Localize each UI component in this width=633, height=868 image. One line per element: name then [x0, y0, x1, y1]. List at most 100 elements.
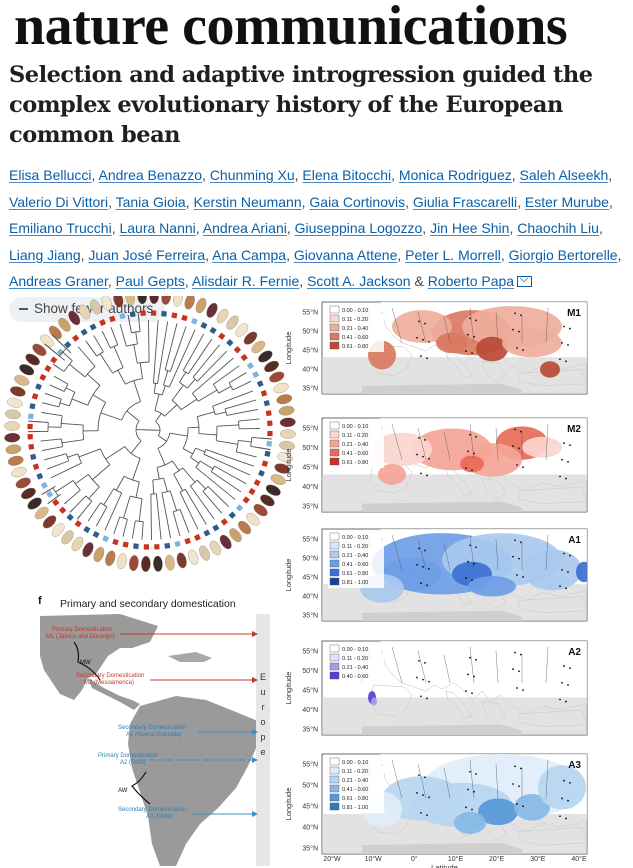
author-link[interactable]: Saleh Alseekh	[519, 167, 609, 183]
tree-leaf-branch	[76, 514, 81, 520]
group-marker	[27, 423, 33, 430]
author-link[interactable]: Juan José Ferreira	[88, 246, 206, 263]
bean-seed	[235, 323, 249, 337]
lat-tick-label: 50°N	[302, 667, 318, 675]
author-link[interactable]: Ana Campa	[212, 246, 287, 263]
legend-label: 0.21 - 0.40	[342, 442, 368, 448]
author-link[interactable]: Tania Gioia	[115, 193, 186, 210]
author-link[interactable]: Alisdair R. Fernie	[191, 273, 300, 289]
tree-branch	[152, 479, 155, 494]
map-content	[322, 754, 587, 854]
tree-branch	[87, 342, 98, 357]
author-link[interactable]: Roberto Papa	[427, 273, 515, 289]
ancestry-patch	[372, 432, 432, 467]
tree-leaf-branch	[28, 420, 41, 423]
sample-point	[428, 457, 430, 460]
author-link[interactable]: Gaia Cortinovis	[309, 193, 406, 210]
bean-seed	[5, 409, 21, 420]
bean-seed	[176, 552, 187, 569]
sea-shade	[322, 697, 587, 735]
tree-leaf-branch	[119, 324, 124, 335]
admixture-map-a3: 0.00 - 0.10 0.11 - 0.20 0.21 - 0.40 0.41 - …	[284, 753, 588, 855]
author-link[interactable]: Giorgio Bertorelle	[508, 246, 618, 263]
ancestry-patch	[392, 310, 452, 343]
sample-point	[467, 333, 469, 336]
country-border	[391, 534, 403, 570]
tree-branch	[78, 448, 101, 458]
tree-leaf-branch	[122, 532, 125, 537]
country-border	[391, 759, 403, 799]
tree-branch	[92, 394, 107, 404]
author-link[interactable]: Elena Bitocchi	[302, 167, 392, 183]
sample-point	[471, 579, 473, 582]
sample-point	[469, 433, 471, 436]
tree-branch	[154, 394, 160, 411]
author-link[interactable]: Chaochih Liu	[517, 220, 599, 236]
author-link[interactable]: Giovanna Attene	[293, 246, 398, 263]
group-marker	[129, 311, 136, 318]
tree-branch	[65, 387, 76, 393]
sample-point	[520, 430, 522, 433]
author-link[interactable]: Giulia Frascarelli	[412, 193, 518, 210]
author-link[interactable]: Emiliano Trucchi	[9, 220, 112, 236]
author-link[interactable]: Andrea Benazzo	[98, 167, 203, 183]
bean-seed	[264, 360, 279, 373]
tree-branch	[61, 423, 84, 426]
tree-arc	[210, 465, 215, 472]
sample-point	[416, 453, 418, 456]
sample-point	[567, 799, 569, 802]
author-link[interactable]: Monica Rodriguez	[398, 167, 512, 183]
bean-seed	[58, 317, 71, 332]
tree-branch	[189, 485, 198, 496]
author-link[interactable]: Ester Murube	[524, 193, 609, 210]
author-link[interactable]: Andreas Graner	[9, 273, 108, 289]
author-link[interactable]: Elisa Bellucci	[9, 167, 92, 183]
tree-branch	[171, 384, 184, 401]
group-marker	[74, 520, 82, 528]
tree-branch	[139, 362, 143, 379]
lon-tick-label: 10°W	[365, 855, 383, 863]
author-link[interactable]: Paul Gepts	[115, 273, 185, 289]
sample-point	[522, 805, 524, 808]
bean-seed	[78, 304, 91, 320]
country-border	[545, 534, 549, 570]
author-link[interactable]: Giuseppina Logozzo	[294, 220, 423, 236]
legend-label: 0.00 - 0.10	[342, 760, 368, 766]
group-marker	[203, 529, 211, 537]
tree-branch	[216, 440, 238, 445]
author-link[interactable]: Kerstin Neumann	[193, 193, 302, 210]
bean-seed	[25, 353, 40, 366]
ancestry-patch	[522, 549, 582, 591]
author-link[interactable]: Andrea Ariani	[202, 220, 287, 236]
author-link[interactable]: Jin Hee Shin	[430, 220, 510, 236]
lat-tick-label: 40°N	[302, 366, 318, 374]
bean-seed	[184, 296, 195, 310]
sample-point	[569, 444, 571, 447]
author-link[interactable]: Valerio Di Vittori	[9, 193, 109, 210]
panel-letter: f	[38, 595, 42, 607]
bean-seed	[19, 364, 35, 376]
bean-seed	[188, 549, 199, 565]
label-m1: Primary Domestication	[52, 627, 112, 633]
author-link[interactable]: Peter L. Morrell	[405, 246, 501, 263]
tree-leaf-branch	[85, 340, 88, 344]
tree-arc	[63, 383, 69, 392]
tree-leaf-branch	[177, 325, 187, 351]
group-marker	[109, 315, 116, 323]
tree-arc	[123, 475, 140, 483]
legend-swatch	[329, 323, 340, 332]
group-marker	[200, 322, 208, 329]
bean-seed	[206, 302, 218, 318]
country-border	[391, 307, 403, 343]
bean-seed	[209, 540, 222, 556]
group-marker	[122, 541, 129, 548]
author-link[interactable]: Chunming Xu	[209, 167, 295, 183]
minus-icon	[19, 308, 28, 310]
author-link[interactable]: Scott A. Jackson	[307, 273, 411, 289]
mail-icon[interactable]	[517, 276, 533, 287]
author-link[interactable]: Liang Jiang	[9, 246, 81, 263]
tree-branch	[153, 383, 156, 394]
sample-point	[514, 312, 516, 315]
author-link[interactable]: Laura Nanni	[119, 220, 196, 236]
legend-label: 0.41 - 0.60	[342, 787, 368, 793]
